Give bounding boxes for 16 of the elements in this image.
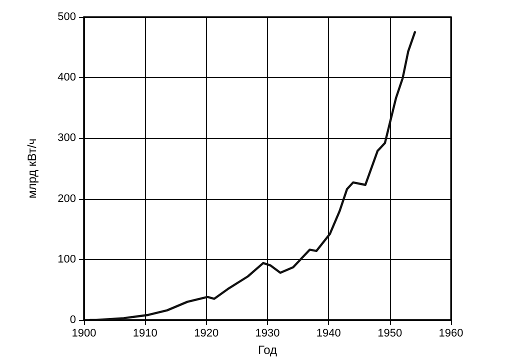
x-tick-label: 1900 [72, 328, 96, 340]
y-axis-title: млрд кВт/ч [25, 138, 39, 198]
y-tick-label: 400 [58, 72, 76, 84]
y-tick-label: 100 [58, 253, 76, 266]
x-axis-title: Год [258, 342, 278, 357]
x-tick-label: 1910 [132, 328, 158, 340]
x-tick-label: 1940 [316, 328, 341, 340]
y-tick-label: 200 [58, 192, 76, 205]
y-tick-label: 0 [70, 314, 76, 326]
x-tick-label: 1950 [378, 328, 402, 340]
x-tick-label: 1960 [438, 328, 464, 340]
y-tick-label: 500 [58, 11, 76, 23]
x-tick-label: 1930 [255, 328, 280, 340]
y-tick-label: 300 [58, 132, 76, 144]
x-tick-label: 1920 [194, 328, 219, 340]
line-series [89, 31, 416, 322]
